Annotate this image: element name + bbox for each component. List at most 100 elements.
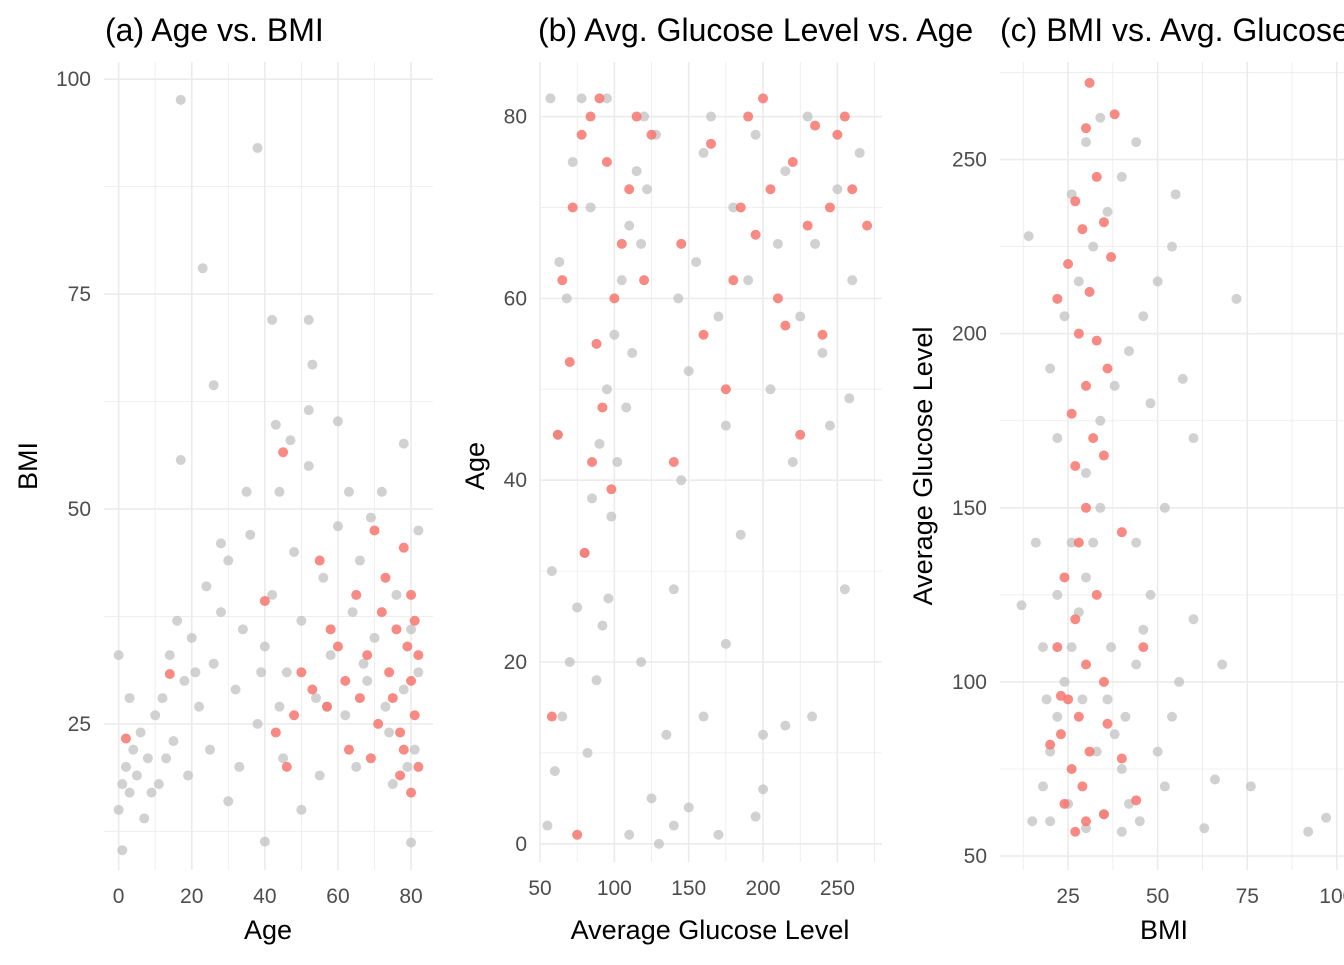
- data-point: [1095, 415, 1106, 426]
- panel-c: (c) BMI vs. Avg. Glucose Level BMI Avera…: [908, 12, 1344, 945]
- data-point: [1116, 753, 1127, 764]
- data-point: [376, 486, 387, 497]
- data-point: [303, 405, 314, 416]
- data-point: [661, 729, 672, 740]
- data-point: [612, 457, 623, 467]
- data-point: [601, 384, 612, 395]
- series-stroke: [546, 93, 873, 840]
- data-point: [157, 693, 168, 704]
- data-point: [1030, 537, 1041, 548]
- data-point: [146, 787, 157, 798]
- data-point: [234, 761, 245, 772]
- data-point: [564, 657, 575, 667]
- data-point: [698, 147, 709, 158]
- data-point: [1131, 795, 1142, 806]
- data-point: [594, 438, 605, 449]
- data-point: [1070, 614, 1081, 625]
- data-point: [1052, 293, 1063, 304]
- data-point: [340, 710, 351, 721]
- data-point: [113, 804, 124, 815]
- data-point: [365, 753, 376, 764]
- data-point: [274, 701, 285, 712]
- data-point: [1052, 433, 1063, 444]
- data-point: [676, 238, 687, 249]
- data-point: [549, 766, 560, 777]
- data-point: [332, 641, 343, 652]
- data-point: [413, 650, 424, 661]
- data-point: [380, 572, 391, 583]
- data-point: [1102, 206, 1113, 217]
- data-point: [413, 667, 424, 678]
- data-point: [1116, 171, 1127, 182]
- data-point: [631, 166, 642, 177]
- data-point: [120, 761, 131, 772]
- data-point: [591, 338, 602, 349]
- data-point: [743, 111, 754, 122]
- x-tick-label: 60: [326, 885, 349, 908]
- data-point: [1102, 694, 1113, 705]
- panel-a-y-label: BMI: [13, 442, 43, 490]
- data-point: [642, 184, 653, 195]
- data-point: [128, 744, 139, 755]
- data-point: [585, 202, 596, 213]
- x-tick-label: 20: [180, 885, 203, 908]
- data-point: [1081, 502, 1091, 513]
- data-point: [1159, 502, 1170, 513]
- data-point: [624, 184, 635, 195]
- data-point: [179, 675, 190, 686]
- data-point: [1088, 241, 1099, 252]
- data-point: [1073, 276, 1084, 287]
- data-point: [557, 711, 568, 722]
- data-point: [1138, 642, 1149, 653]
- data-point: [1091, 335, 1102, 346]
- x-tick-label: 100: [597, 877, 632, 900]
- data-point: [1170, 189, 1181, 200]
- data-point: [1077, 224, 1088, 235]
- data-point: [1063, 259, 1074, 269]
- data-point: [624, 220, 635, 231]
- data-point: [810, 238, 821, 249]
- data-point: [1084, 77, 1095, 88]
- series-no_stroke: [542, 93, 865, 849]
- data-point: [1095, 502, 1106, 513]
- data-point: [1081, 572, 1091, 583]
- data-point: [847, 184, 858, 195]
- data-point: [1081, 137, 1091, 148]
- data-point: [175, 454, 186, 465]
- data-point: [1210, 774, 1220, 785]
- data-point: [639, 275, 650, 286]
- data-point: [1059, 311, 1070, 322]
- y-tick-label: 100: [952, 671, 987, 694]
- data-point: [201, 581, 212, 592]
- data-point: [1152, 276, 1163, 287]
- data-point: [402, 761, 413, 772]
- data-point: [839, 111, 850, 122]
- data-point: [391, 624, 402, 635]
- data-point: [1109, 729, 1120, 740]
- data-point: [354, 555, 365, 566]
- data-point: [862, 220, 873, 231]
- panel-a-grid: [104, 62, 433, 870]
- data-point: [698, 711, 709, 722]
- data-point: [1159, 781, 1170, 792]
- data-point: [413, 761, 424, 772]
- data-point: [683, 802, 694, 813]
- data-point: [1145, 589, 1156, 600]
- panel-b-title: (b) Avg. Glucose Level vs. Age: [538, 12, 973, 48]
- data-point: [1081, 123, 1091, 134]
- data-point: [1016, 600, 1027, 611]
- data-point: [758, 784, 769, 795]
- data-point: [1073, 328, 1084, 339]
- data-point: [735, 202, 746, 213]
- y-tick-label: 60: [504, 287, 527, 310]
- data-point: [572, 829, 583, 840]
- data-point: [1188, 433, 1199, 444]
- data-point: [1081, 659, 1091, 670]
- data-point: [398, 744, 409, 755]
- data-point: [1109, 380, 1120, 391]
- data-point: [351, 589, 362, 600]
- panel-c-x-label: BMI: [1140, 915, 1188, 945]
- data-point: [1098, 217, 1109, 228]
- data-point: [409, 710, 420, 721]
- data-point: [621, 402, 632, 413]
